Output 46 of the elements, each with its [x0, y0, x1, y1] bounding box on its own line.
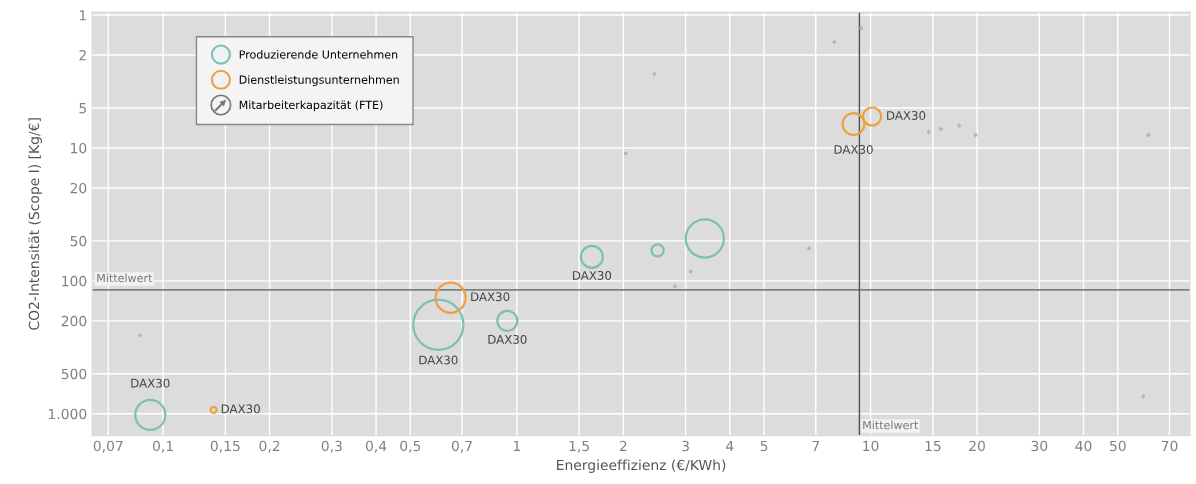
y-tick-label: 1.000 [49, 408, 87, 420]
x-tick-label: 0,07 [93, 440, 123, 453]
x-tick-label: 0,15 [210, 440, 240, 453]
x-tick-label: 4 [726, 440, 734, 452]
y-tick-label: 1 [79, 10, 86, 21]
x-tick-label: 15 [925, 440, 941, 452]
annotation: DAX30 [221, 404, 260, 414]
y-tick-label: 20 [70, 182, 87, 194]
y-tick-label: 10 [71, 142, 87, 154]
annotation: DAX30 [471, 292, 510, 302]
x-tick-label: 0,4 [365, 440, 387, 453]
y-tick-label: 50 [70, 235, 87, 247]
x-tick-label: 1,5 [569, 440, 589, 453]
x-tick-label: 0,3 [321, 440, 342, 453]
annotation: DAX30 [573, 270, 612, 280]
legend-label: Dienstleistungsunternehmen [239, 75, 399, 86]
x-tick-label: 20 [969, 440, 985, 452]
x-tick-label: 40 [1075, 440, 1092, 452]
x-tick-label: 5 [760, 440, 768, 452]
ref-line-label: Mittelwert [97, 273, 153, 283]
x-tick-label: 0,5 [400, 440, 421, 453]
y-tick-label: 100 [62, 275, 87, 287]
y-tick-label: 500 [61, 368, 87, 380]
x-tick-label: 1 [513, 440, 520, 452]
annotation: DAX30 [419, 355, 458, 365]
x-tick-label: 0,7 [451, 440, 472, 453]
y-tick-label: 5 [79, 103, 87, 114]
x-tick-label: 10 [863, 440, 879, 452]
x-tick-label: 7 [812, 440, 819, 452]
y-tick-label: 200 [61, 315, 87, 327]
x-tick-label: 30 [1031, 440, 1048, 452]
legend-label: Produzierende Unternehmen [239, 50, 398, 59]
x-axis-title: Energieeffizienz (€/KWh) [557, 459, 726, 473]
x-tick-label: 70 [1161, 440, 1178, 452]
legend-title: Mitarbeiterkapazität (FTE) [239, 100, 383, 112]
y-axis-title: CO2-Intensität (Scope I) [Kg/€] [28, 118, 42, 330]
x-tick-label: 0,1 [152, 440, 173, 453]
annotation: DAX30 [488, 334, 527, 344]
x-tick-label: 2 [619, 440, 627, 452]
ref-line-label: Mittelwert [863, 420, 919, 430]
annotation: DAX30 [887, 111, 926, 120]
x-tick-label: 0,2 [259, 440, 280, 453]
x-tick-label: 3 [682, 440, 689, 452]
annotation: DAX30 [131, 378, 170, 388]
y-tick-label: 2 [79, 50, 86, 61]
x-tick-label: 50 [1110, 440, 1126, 452]
